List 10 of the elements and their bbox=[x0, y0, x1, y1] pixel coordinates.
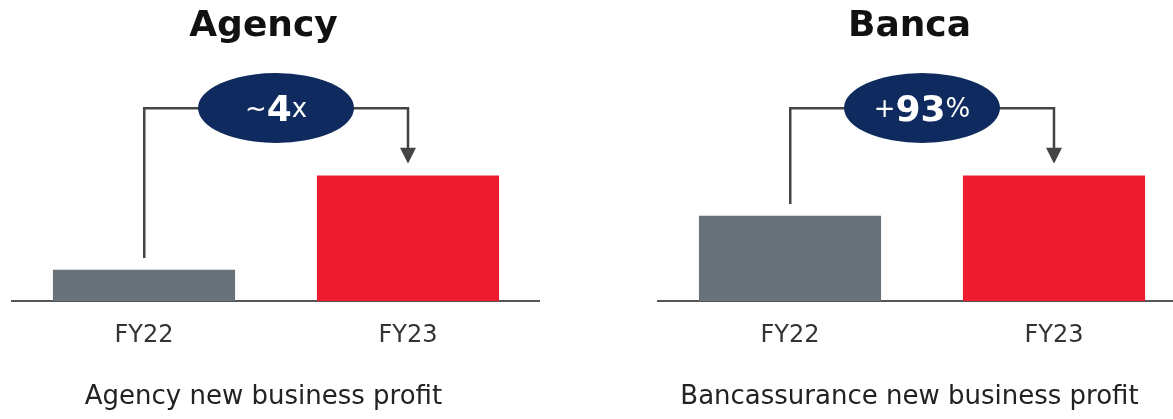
text: Agency new business profit bbox=[83, 380, 444, 410]
chart-title: Agency bbox=[188, 2, 339, 46]
text: Bancassurance new business profit bbox=[679, 380, 1140, 410]
x-tick-label: FY23 bbox=[378, 319, 438, 348]
x-tick-label: FY22 bbox=[114, 319, 174, 348]
x-tick-label: FY22 bbox=[760, 319, 820, 348]
x-tick-label: FY23 bbox=[1024, 319, 1084, 348]
text: +93% bbox=[873, 87, 971, 129]
text: ~4x bbox=[244, 87, 308, 129]
chart-title: Banca bbox=[847, 2, 972, 46]
